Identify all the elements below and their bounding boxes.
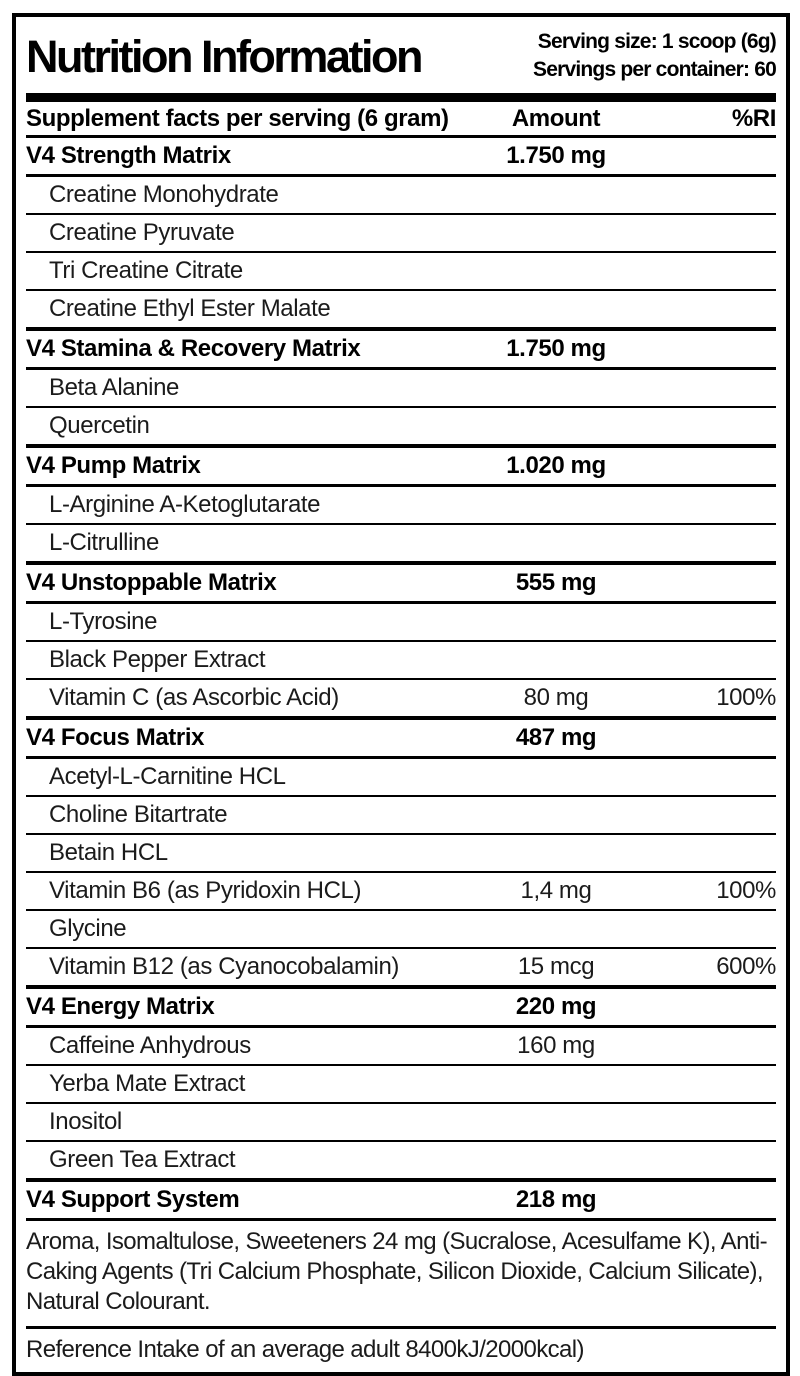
ingredient-row: Vitamin C (as Ascorbic Acid) 80 mg 100% bbox=[26, 680, 776, 720]
ingredient-name: Quercetin bbox=[49, 412, 150, 440]
ingredient-row: Tri Creatine Citrate bbox=[26, 253, 776, 291]
section-title: V4 Unstoppable Matrix bbox=[26, 569, 277, 597]
ingredient-name: Green Tea Extract bbox=[49, 1146, 236, 1174]
section-title: V4 Stamina & Recovery Matrix bbox=[26, 335, 361, 363]
ingredient-row: Choline Bitartrate bbox=[26, 797, 776, 835]
servings-per-container: Servings per container: 60 bbox=[533, 58, 777, 81]
ingredient-name: Choline Bitartrate bbox=[49, 801, 228, 829]
ingredient-name: Black Pepper Extract bbox=[49, 646, 266, 674]
ingredient-row: Betain HCL bbox=[26, 835, 776, 873]
section-amount: 555 mg bbox=[515, 569, 597, 597]
reference-intake-text: Reference Intake of an average adult 840… bbox=[26, 1336, 585, 1363]
serving-info: Serving size: 1 scoop (6g) Servings per … bbox=[533, 28, 777, 85]
ingredient-name: Tri Creatine Citrate bbox=[49, 257, 243, 285]
ingredient-name: Creatine Ethyl Ester Malate bbox=[49, 295, 331, 323]
label-title: Nutrition Information bbox=[26, 30, 423, 82]
ingredient-amount: 1,4 mg bbox=[520, 877, 592, 905]
ingredient-name: Creatine Monohydrate bbox=[49, 181, 279, 209]
ingredient-amount: 15 mcg bbox=[517, 953, 595, 981]
ingredient-ri: 600% bbox=[716, 953, 776, 981]
ingredient-amount: 80 mg bbox=[523, 684, 589, 712]
ingredient-row: Glycine bbox=[26, 911, 776, 949]
section-row: V4 Stamina & Recovery Matrix 1.750 mg bbox=[26, 331, 776, 370]
ingredient-name: Acetyl-L-Carnitine HCL bbox=[49, 763, 286, 791]
ingredient-row: Yerba Mate Extract bbox=[26, 1066, 776, 1104]
section-amount: 218 mg bbox=[515, 1186, 597, 1214]
section-title: V4 Energy Matrix bbox=[26, 993, 215, 1021]
ingredient-ri: 100% bbox=[716, 877, 776, 905]
ingredient-name: Vitamin B12 (as Cyanocobalamin) bbox=[49, 953, 400, 981]
section-title: V4 Strength Matrix bbox=[26, 142, 231, 170]
section-title: V4 Support System bbox=[26, 1186, 240, 1214]
ingredient-row: Green Tea Extract bbox=[26, 1142, 776, 1182]
column-header-name: Supplement facts per serving (6 gram) bbox=[26, 104, 449, 132]
ingredient-name: Inositol bbox=[49, 1108, 122, 1136]
ingredient-row: Acetyl-L-Carnitine HCL bbox=[26, 759, 776, 797]
nutrition-label: Nutrition Information Serving size: 1 sc… bbox=[12, 13, 790, 1376]
ingredient-row: L-Citrulline bbox=[26, 525, 776, 565]
section-row: V4 Support System 218 mg bbox=[26, 1182, 776, 1221]
ingredient-row: Vitamin B12 (as Cyanocobalamin) 15 mcg 6… bbox=[26, 949, 776, 989]
ingredient-row: L-Tyrosine bbox=[26, 604, 776, 642]
section-row: V4 Strength Matrix 1.750 mg bbox=[26, 138, 776, 177]
ingredient-name: Vitamin B6 (as Pyridoxin HCL) bbox=[49, 877, 362, 905]
section-row: V4 Focus Matrix 487 mg bbox=[26, 720, 776, 759]
section-title: V4 Focus Matrix bbox=[26, 724, 205, 752]
ingredient-row: Black Pepper Extract bbox=[26, 642, 776, 680]
ingredient-row: L-Arginine A-Ketoglutarate bbox=[26, 487, 776, 525]
section-amount: 220 mg bbox=[515, 993, 597, 1021]
ingredient-name: Caffeine Anhydrous bbox=[49, 1032, 251, 1060]
section-row: V4 Energy Matrix 220 mg bbox=[26, 989, 776, 1028]
ingredient-name: Betain HCL bbox=[49, 839, 168, 867]
ingredient-row: Creatine Monohydrate bbox=[26, 177, 776, 215]
ingredient-row: Inositol bbox=[26, 1104, 776, 1142]
column-header-amount: Amount bbox=[511, 104, 601, 132]
ingredient-name: L-Tyrosine bbox=[49, 608, 158, 636]
ingredient-row: Creatine Pyruvate bbox=[26, 215, 776, 253]
serving-size: Serving size: 1 scoop (6g) bbox=[537, 29, 777, 53]
ingredient-name: L-Citrulline bbox=[49, 529, 159, 557]
section-title: V4 Pump Matrix bbox=[26, 452, 201, 480]
label-header: Nutrition Information Serving size: 1 sc… bbox=[26, 17, 777, 93]
section-row: V4 Unstoppable Matrix 555 mg bbox=[26, 565, 776, 604]
ingredient-row: Vitamin B6 (as Pyridoxin HCL) 1,4 mg 100… bbox=[26, 873, 776, 911]
section-amount: 1.750 mg bbox=[506, 335, 606, 363]
section-amount: 487 mg bbox=[515, 724, 597, 752]
section-row: V4 Pump Matrix 1.020 mg bbox=[26, 448, 776, 487]
column-header-row: Supplement facts per serving (6 gram) Am… bbox=[26, 102, 776, 138]
ingredient-row: Beta Alanine bbox=[26, 370, 776, 408]
ingredient-row: Quercetin bbox=[26, 408, 776, 448]
section-amount: 1.750 mg bbox=[506, 142, 606, 170]
ingredient-row: Creatine Ethyl Ester Malate bbox=[26, 291, 776, 331]
column-header-ri: %RI bbox=[731, 104, 777, 132]
ingredient-name: Vitamin C (as Ascorbic Acid) bbox=[49, 684, 339, 712]
other-ingredients-text: Aroma, Isomaltulose, Sweeteners 24 mg (S… bbox=[26, 1221, 776, 1329]
header-divider-bar bbox=[26, 93, 776, 102]
section-amount: 1.020 mg bbox=[506, 452, 606, 480]
ingredient-name: Glycine bbox=[49, 915, 127, 943]
ingredient-name: Yerba Mate Extract bbox=[49, 1070, 246, 1098]
ingredient-ri: 100% bbox=[716, 684, 776, 712]
ingredient-amount: 160 mg bbox=[517, 1032, 595, 1060]
ingredient-name: L-Arginine A-Ketoglutarate bbox=[49, 491, 321, 519]
ingredient-name: Beta Alanine bbox=[49, 374, 179, 402]
ingredient-name: Creatine Pyruvate bbox=[49, 219, 235, 247]
ingredient-row: Caffeine Anhydrous 160 mg bbox=[26, 1028, 776, 1066]
